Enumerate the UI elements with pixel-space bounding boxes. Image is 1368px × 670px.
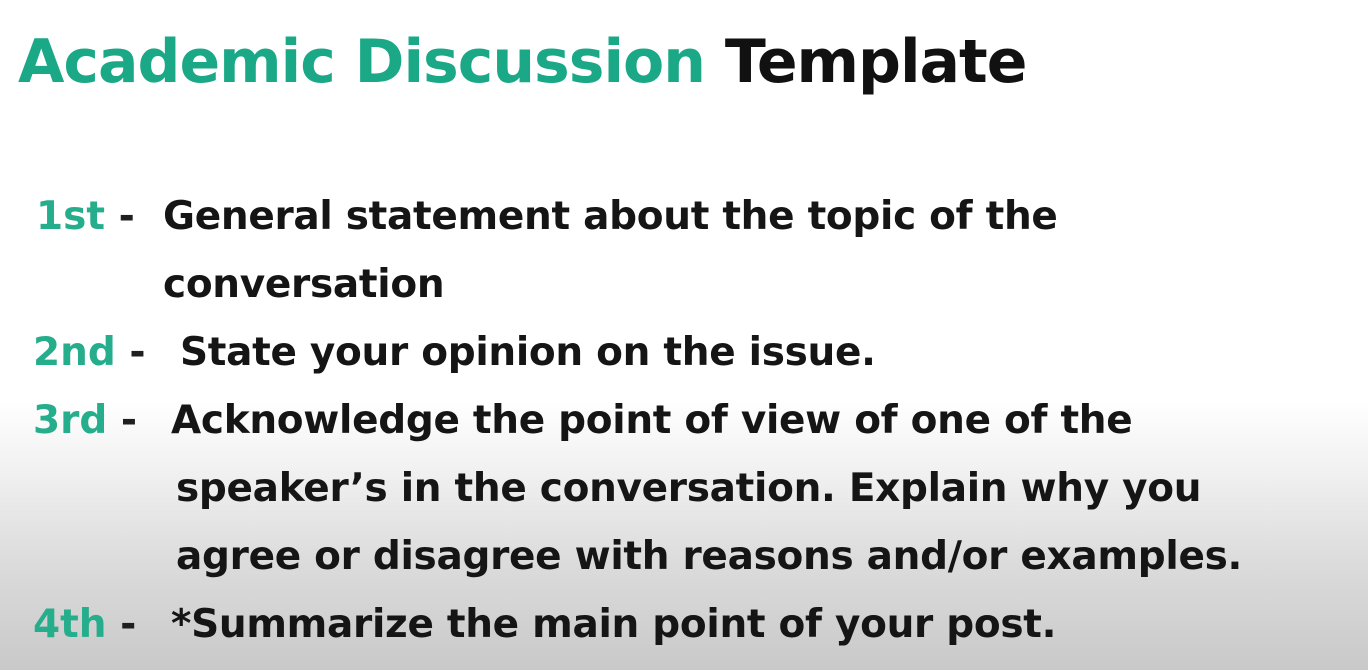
- step-1-text-line-2: conversation: [163, 262, 445, 307]
- step-1-label: 1st -: [36, 184, 135, 250]
- step-2-label: 2nd -: [33, 320, 146, 386]
- step-1-number: 1st: [36, 194, 105, 239]
- step-4-number: 4th: [33, 602, 107, 647]
- step-3-number: 3rd: [33, 398, 108, 443]
- title-rest-text: Template: [724, 27, 1028, 97]
- step-3-dash: -: [120, 398, 138, 443]
- step-3-text-line-2: speaker’s in the conversation. Explain w…: [176, 466, 1202, 511]
- step-3-text-line-1: Acknowledge the point of view of one of …: [171, 398, 1133, 443]
- title-accent-text: Academic Discussion: [18, 27, 706, 97]
- step-4-dash: -: [120, 602, 137, 647]
- step-3-label: 3rd -: [33, 388, 137, 454]
- step-2-number: 2nd: [33, 330, 116, 375]
- step-2-dash: -: [129, 330, 146, 375]
- slide-title: Academic Discussion Template: [18, 18, 1028, 106]
- step-4-text-line-1: *Summarize the main point of your post.: [171, 602, 1057, 647]
- step-3-text-line-3: agree or disagree with reasons and/or ex…: [176, 534, 1243, 579]
- step-2-text-line-1: State your opinion on the issue.: [180, 330, 876, 375]
- step-4-label: 4th -: [33, 592, 136, 658]
- step-1-dash: -: [118, 194, 135, 239]
- step-1-text-line-1: General statement about the topic of the: [163, 194, 1058, 239]
